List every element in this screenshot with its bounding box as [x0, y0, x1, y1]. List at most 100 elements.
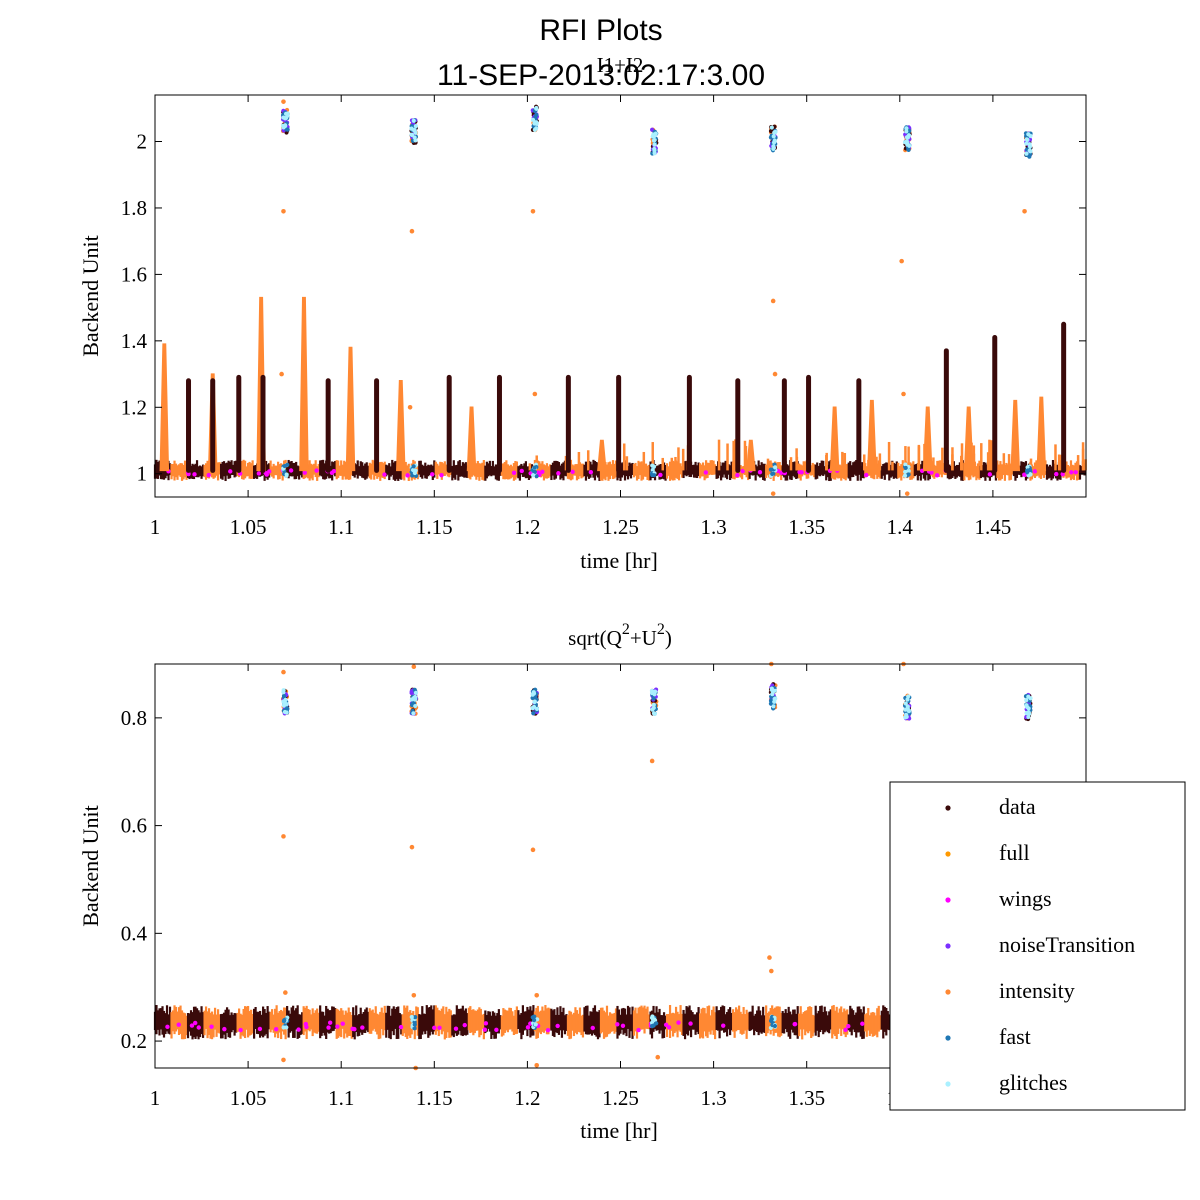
- panel-top-ylabel: Backend Unit: [78, 235, 103, 357]
- cal-cluster: [768, 682, 778, 1030]
- outliers: [281, 661, 906, 1071]
- glitches-mark: [1024, 151, 1029, 156]
- glitches-mark: [412, 135, 417, 140]
- glitches-mark: [412, 470, 417, 476]
- cal-cluster: [409, 687, 419, 1031]
- legend-label-data: data: [999, 794, 1036, 819]
- glitches-mark: [1027, 142, 1032, 147]
- wings-mark: [209, 1024, 214, 1029]
- intensity-outlier: [411, 992, 417, 998]
- intensity-outlier: [409, 228, 415, 234]
- wings-mark: [511, 470, 517, 476]
- fast-mark: [770, 471, 775, 476]
- wings-mark: [304, 1024, 309, 1030]
- intensity-outlier: [534, 1063, 540, 1068]
- legend-marker-wings: [945, 897, 951, 903]
- intensity-outlier: [407, 404, 413, 410]
- cal-cluster: [649, 687, 659, 1029]
- legend-marker-full: [945, 851, 951, 857]
- wings-mark: [846, 1024, 851, 1029]
- wings-mark: [483, 1021, 489, 1026]
- wings-mark: [302, 470, 307, 475]
- xtick-label: 1.15: [416, 1086, 453, 1110]
- fast-mark: [532, 465, 537, 470]
- glitches-mark: [534, 126, 539, 131]
- glitches-mark: [534, 105, 539, 111]
- glitches-mark: [1026, 714, 1031, 720]
- wings-mark: [405, 473, 410, 478]
- glitches-mark: [1028, 472, 1033, 477]
- wings-mark: [590, 1025, 595, 1031]
- fast-mark: [532, 469, 537, 475]
- xtick-label: 1.15: [416, 515, 453, 539]
- wings-mark: [757, 469, 763, 475]
- xtick-label: 1.25: [602, 1086, 639, 1110]
- wings-mark: [264, 472, 269, 477]
- wings-mark: [192, 472, 197, 477]
- data-mark: [768, 128, 774, 134]
- glitches-mark: [651, 702, 656, 707]
- intensity-outlier: [281, 669, 286, 675]
- wings-mark: [196, 1025, 201, 1030]
- outliers: [279, 99, 1027, 496]
- wings-mark: [482, 1027, 488, 1032]
- glitches-mark: [530, 473, 536, 478]
- glitches-mark: [769, 686, 774, 691]
- legend-marker-data: [945, 805, 951, 811]
- fast-mark: [534, 474, 539, 479]
- panel-top-yticks: 1 1.2 1.4 1.6 1.8 2: [121, 130, 1086, 486]
- xtick-label: 1.2: [514, 515, 540, 539]
- cal-cluster: [280, 107, 290, 478]
- intensity-outlier: [770, 491, 776, 496]
- glitches-mark: [651, 705, 656, 710]
- xtick-label: 1.3: [700, 1086, 726, 1110]
- cal-cluster: [530, 687, 540, 1031]
- fast-mark: [412, 1022, 417, 1027]
- glitches-mark: [409, 1014, 414, 1020]
- wings-mark: [676, 1020, 681, 1025]
- panel-bottom-xticks: 11.051.11.151.21.251.31.351.41.45: [150, 664, 1011, 1110]
- wings-mark: [274, 1027, 279, 1032]
- intensity-outlier: [901, 391, 906, 397]
- glitches-mark: [281, 115, 286, 120]
- legend-marker-noiseTransition: [945, 943, 951, 949]
- fast-mark: [282, 463, 287, 469]
- ytick-label: 0.2: [121, 1029, 147, 1053]
- glitches-mark: [650, 134, 655, 139]
- wings-mark: [331, 468, 337, 474]
- wings-mark: [222, 1026, 227, 1032]
- wings-mark: [350, 1026, 355, 1032]
- wings-mark: [1073, 469, 1078, 475]
- intensity-outlier: [281, 208, 286, 214]
- intensity-outlier: [1022, 208, 1027, 214]
- glitches-mark: [284, 472, 289, 477]
- intensity-outlier: [281, 99, 286, 104]
- wings-mark: [545, 1027, 551, 1033]
- glitches-mark: [653, 131, 658, 136]
- glitches-mark: [411, 118, 416, 123]
- wings-mark: [335, 1024, 340, 1029]
- cal-cluster: [409, 118, 419, 478]
- wings-mark: [860, 1021, 865, 1026]
- panel-bottom-xlabel: time [hr]: [580, 1118, 658, 1143]
- intensity-outlier: [655, 1054, 661, 1060]
- legend-marker-fast: [945, 1035, 951, 1041]
- wings-mark: [556, 471, 561, 476]
- cal-cluster: [530, 104, 540, 479]
- wings-mark: [929, 470, 934, 475]
- wings-mark: [555, 1023, 560, 1029]
- xtick-label: 1.1: [328, 1086, 354, 1110]
- glitches-mark: [412, 128, 417, 133]
- intensity-outlier: [769, 968, 774, 974]
- glitches-mark: [771, 704, 776, 709]
- intensity-outlier: [904, 491, 910, 496]
- wings-mark: [799, 470, 804, 475]
- fast-mark: [412, 1026, 417, 1031]
- glitches-mark: [532, 120, 537, 125]
- legend: data full wings noiseTransition intensity fas…: [889, 781, 1186, 1111]
- cal-cluster: [280, 688, 290, 1030]
- xtick-label: 1.45: [975, 515, 1012, 539]
- glitches-mark: [904, 129, 909, 134]
- wings-mark: [432, 1025, 437, 1030]
- panel-bottom-ylabel: Backend Unit: [78, 805, 103, 927]
